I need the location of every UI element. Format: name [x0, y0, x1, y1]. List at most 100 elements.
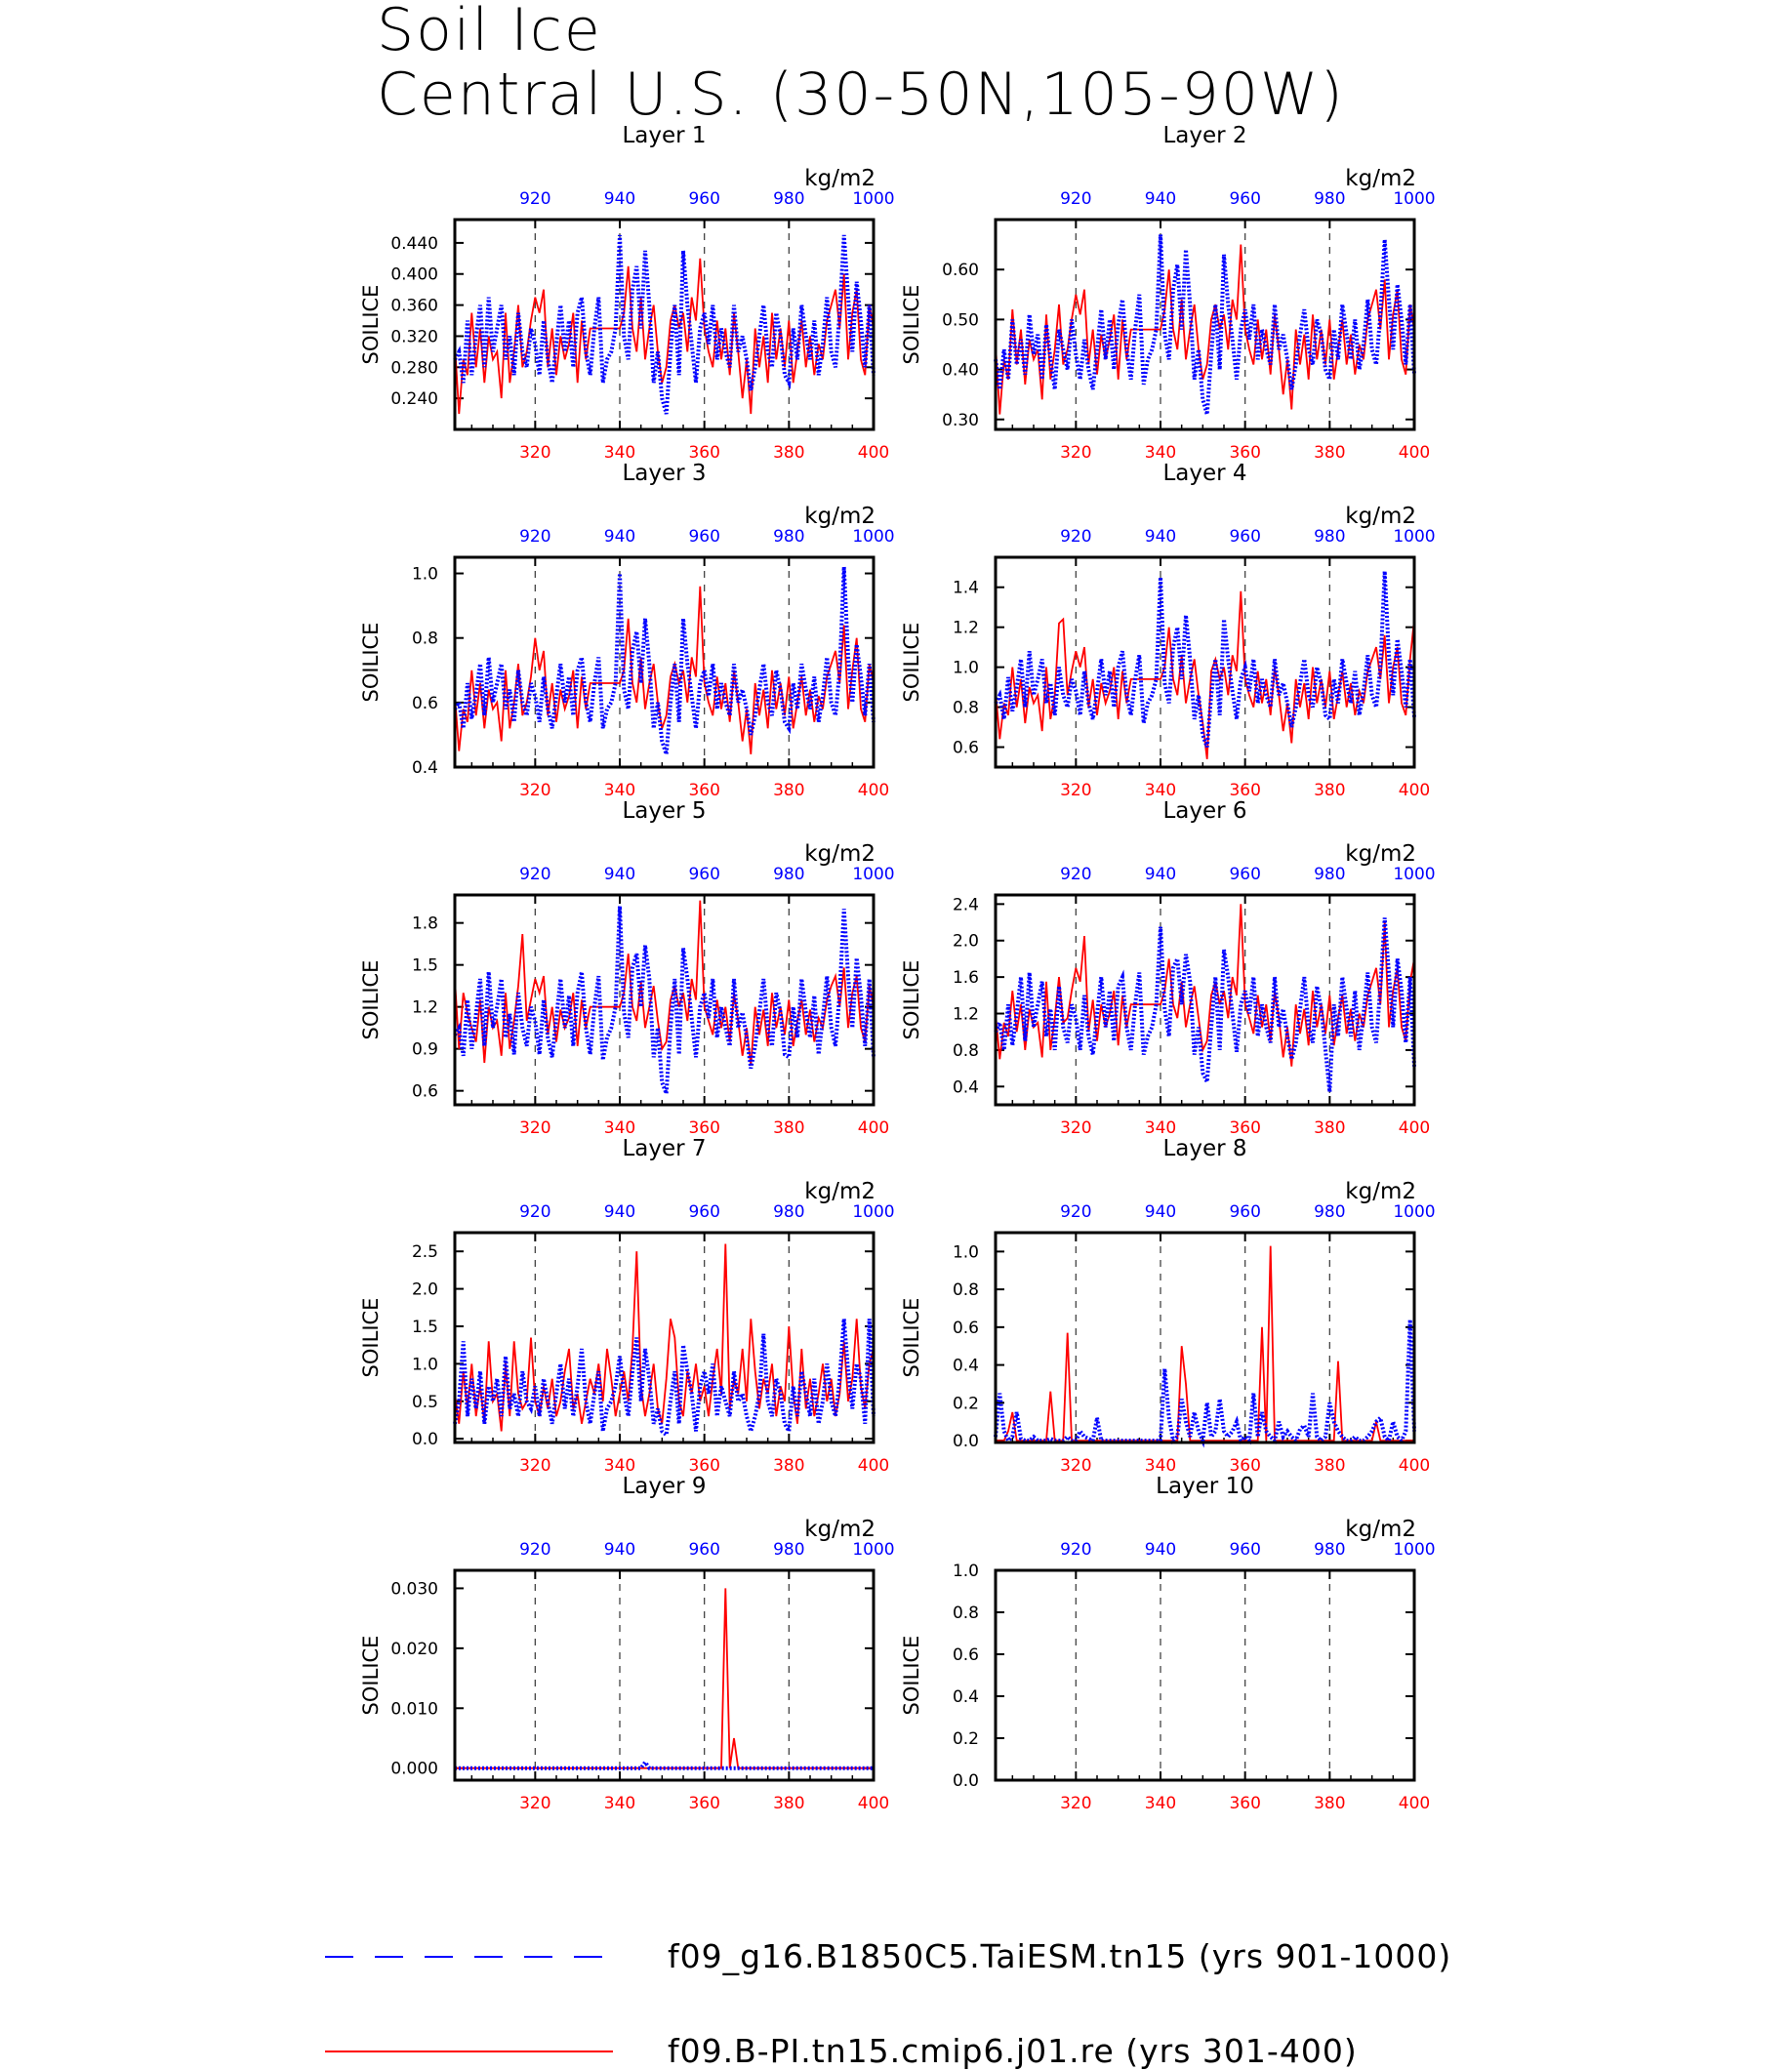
y-axis-label: SOILICE	[900, 1636, 923, 1716]
plot-frame	[453, 218, 876, 431]
y-tick-label: 0.8	[412, 629, 438, 649]
x-tick-label: 320	[519, 443, 550, 463]
plot-frame	[994, 555, 1416, 769]
y-axis-label: SOILICE	[359, 960, 383, 1040]
y-tick-label: 0.0	[953, 1432, 979, 1451]
x2-tick-label: 920	[519, 527, 550, 547]
x2-tick-label: 980	[1314, 865, 1345, 884]
x2-tick-label: 960	[1229, 189, 1260, 209]
x2-tick-label: 1000	[1393, 865, 1435, 884]
y-tick-label: 0.9	[412, 1040, 438, 1060]
y-tick-label: 1.0	[953, 1562, 979, 1581]
y-tick-label: 0.8	[953, 1041, 979, 1061]
units-label: kg/m2	[1345, 504, 1416, 529]
x2-tick-label: 920	[1060, 527, 1091, 547]
x2-tick-label: 980	[1314, 527, 1345, 547]
panel-title: Layer 4	[1162, 461, 1246, 486]
x-tick-label: 360	[688, 781, 719, 800]
x-tick-label: 400	[1399, 443, 1430, 463]
panel-4: Layer 4 kg/m2 320 340 360 380 400 920 940 960 980 1…	[900, 461, 1436, 800]
y-tick-label: 0.6	[953, 739, 979, 758]
x2-tick-label: 940	[1145, 189, 1176, 209]
x2-tick-label: 940	[1145, 1540, 1176, 1560]
y-tick-label: 0.6	[953, 1645, 979, 1665]
x-tick-label: 360	[1229, 443, 1260, 463]
units-label: kg/m2	[804, 1179, 876, 1204]
series-line-exp	[995, 904, 1415, 1067]
units-label: kg/m2	[804, 166, 876, 191]
y-tick-label: 0.000	[390, 1760, 438, 1779]
panel-title: Layer 10	[1156, 1474, 1254, 1499]
x2-tick-label: 1000	[1393, 527, 1435, 547]
x-tick-label: 380	[773, 1118, 804, 1138]
y-tick-label: 2.4	[953, 895, 979, 914]
panel-3: Layer 3 kg/m2 320 340 360 380 400 920 940 960 980 1…	[359, 461, 895, 800]
plot-frame	[453, 1568, 876, 1782]
plot-frame	[453, 555, 876, 769]
units-label: kg/m2	[804, 841, 876, 867]
panel-title: Layer 1	[622, 123, 706, 148]
series-line-ctrl	[994, 917, 1416, 1093]
x2-tick-label: 980	[773, 189, 804, 209]
y-tick-label: 0.30	[942, 411, 979, 430]
panel-10: Layer 10 kg/m2 320 340 360 380 400 920 940 960 980…	[900, 1474, 1436, 1813]
y-tick-label: 2.5	[412, 1242, 438, 1262]
x2-tick-label: 920	[1060, 865, 1091, 884]
x-tick-label: 320	[1060, 781, 1091, 800]
y-axis-label: SOILICE	[900, 623, 923, 703]
panel-5: Layer 5 kg/m2 320 340 360 380 400 920 940 960 980 1…	[359, 798, 895, 1138]
y-tick-label: 0.5	[412, 1393, 438, 1412]
x2-tick-label: 940	[604, 189, 635, 209]
x2-tick-label: 1000	[852, 865, 894, 884]
y-tick-label: 0.60	[942, 261, 979, 280]
x2-tick-label: 1000	[1393, 1202, 1435, 1222]
series-line-ctrl	[455, 1759, 874, 1770]
x-tick-label: 380	[1314, 1456, 1345, 1476]
x-tick-label: 380	[773, 1794, 804, 1813]
x2-tick-label: 940	[1145, 1202, 1176, 1222]
x2-tick-label: 980	[773, 1540, 804, 1560]
y-tick-label: 1.2	[953, 1005, 979, 1025]
panel-6: Layer 6 kg/m2 320 340 360 380 400 920 940 960 980 1…	[900, 798, 1436, 1138]
x2-tick-label: 980	[1314, 1202, 1345, 1222]
y-tick-label: 0.030	[390, 1579, 438, 1599]
panel-title: Layer 2	[1162, 123, 1246, 148]
units-label: kg/m2	[1345, 1179, 1416, 1204]
x-tick-label: 340	[1145, 1456, 1176, 1476]
x-tick-label: 380	[1314, 443, 1345, 463]
x2-tick-label: 1000	[852, 1540, 894, 1560]
x-tick-label: 340	[604, 1118, 635, 1138]
series-line-ctrl	[994, 571, 1416, 749]
x2-tick-label: 960	[1229, 1202, 1260, 1222]
y-tick-label: 0.4	[953, 1357, 979, 1376]
x-tick-label: 380	[773, 443, 804, 463]
x2-tick-label: 1000	[852, 527, 894, 547]
x-tick-label: 400	[858, 443, 889, 463]
plot-frame	[994, 1231, 1416, 1444]
y-tick-label: 1.0	[412, 565, 438, 585]
x2-tick-label: 980	[773, 527, 804, 547]
y-tick-label: 0.0	[412, 1430, 438, 1449]
x-tick-label: 340	[604, 1794, 635, 1813]
units-label: kg/m2	[804, 1517, 876, 1542]
x-tick-label: 340	[1145, 1794, 1176, 1813]
x2-tick-label: 960	[1229, 527, 1260, 547]
x2-tick-label: 920	[1060, 1540, 1091, 1560]
panel-title: Layer 5	[622, 798, 706, 824]
y-tick-label: 0.6	[953, 1319, 979, 1338]
x-tick-label: 360	[688, 443, 719, 463]
x-tick-label: 360	[1229, 1794, 1260, 1813]
y-tick-label: 0.2	[953, 1394, 979, 1413]
panel-title: Layer 9	[622, 1474, 706, 1499]
x-tick-label: 400	[858, 1794, 889, 1813]
y-tick-label: 1.5	[412, 1318, 438, 1337]
x-tick-label: 360	[688, 1456, 719, 1476]
series-line-ctrl	[994, 1320, 1416, 1448]
y-tick-label: 2.0	[412, 1280, 438, 1300]
series-line-exp	[454, 1243, 875, 1432]
x-tick-label: 380	[1314, 1118, 1345, 1138]
y-tick-label: 1.2	[953, 619, 979, 638]
y-tick-label: 0.2	[953, 1729, 979, 1749]
x2-tick-label: 960	[1229, 865, 1260, 884]
series-line-exp	[996, 1245, 1414, 1442]
